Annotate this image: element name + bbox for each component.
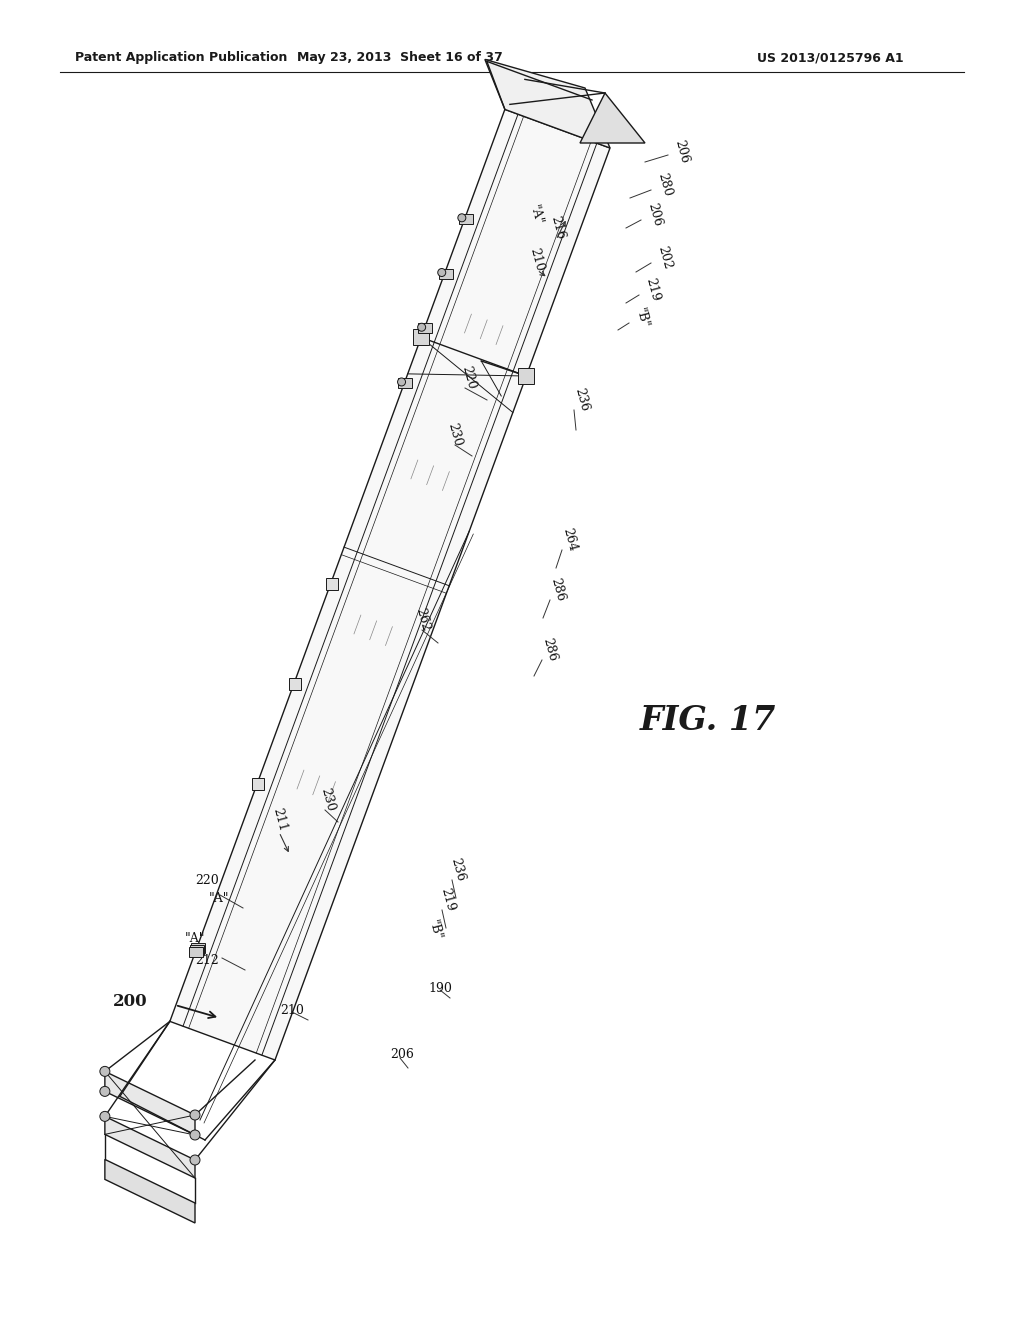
Text: 206: 206: [672, 139, 691, 165]
Bar: [518, 368, 535, 384]
Text: 262: 262: [413, 607, 432, 634]
Circle shape: [190, 1110, 200, 1119]
Bar: [190, 944, 205, 953]
Polygon shape: [485, 59, 610, 148]
Polygon shape: [104, 1072, 195, 1135]
Text: Patent Application Publication: Patent Application Publication: [75, 51, 288, 65]
Bar: [326, 578, 338, 590]
Text: 236: 236: [449, 857, 467, 883]
Circle shape: [458, 214, 466, 222]
Circle shape: [100, 1086, 110, 1097]
Circle shape: [437, 268, 445, 276]
Bar: [252, 779, 264, 791]
Text: 286: 286: [540, 636, 559, 663]
Text: 202: 202: [655, 244, 674, 271]
Circle shape: [418, 323, 426, 331]
Text: 220: 220: [459, 364, 478, 391]
Bar: [189, 946, 204, 957]
Polygon shape: [170, 110, 610, 1060]
Text: 236: 236: [572, 387, 591, 413]
Bar: [459, 214, 473, 224]
Text: US 2013/0125796 A1: US 2013/0125796 A1: [757, 51, 903, 65]
Bar: [398, 378, 413, 388]
Text: 206: 206: [390, 1048, 414, 1061]
Text: 219: 219: [643, 277, 662, 304]
Polygon shape: [104, 1117, 195, 1177]
Text: 264: 264: [560, 527, 579, 553]
Circle shape: [100, 1111, 110, 1122]
Text: 230: 230: [445, 422, 464, 449]
Text: "B": "B": [633, 306, 651, 330]
Text: 280: 280: [655, 172, 674, 198]
Text: 286: 286: [548, 577, 566, 603]
Text: FIG. 17: FIG. 17: [640, 704, 776, 737]
Bar: [419, 323, 432, 333]
Text: 211: 211: [270, 807, 289, 833]
Bar: [190, 945, 204, 956]
Text: "A": "A": [527, 203, 545, 227]
Circle shape: [190, 1155, 200, 1166]
Text: 220: 220: [195, 874, 219, 887]
Polygon shape: [580, 92, 645, 143]
Circle shape: [100, 1067, 110, 1076]
Text: 212: 212: [195, 953, 219, 966]
Text: 210: 210: [280, 1003, 304, 1016]
Text: 230: 230: [318, 787, 337, 813]
Text: 200: 200: [114, 994, 148, 1011]
Polygon shape: [104, 1159, 195, 1224]
Text: "B": "B": [426, 919, 444, 941]
Circle shape: [190, 1130, 200, 1140]
Bar: [438, 268, 453, 279]
Bar: [413, 330, 429, 346]
Circle shape: [397, 378, 406, 385]
Text: 219: 219: [438, 887, 457, 913]
Text: May 23, 2013  Sheet 16 of 37: May 23, 2013 Sheet 16 of 37: [297, 51, 503, 65]
Text: 190: 190: [428, 982, 452, 994]
Bar: [289, 678, 301, 690]
Text: "A": "A": [209, 891, 229, 904]
Text: 210: 210: [527, 247, 546, 273]
Text: 216: 216: [548, 215, 566, 242]
Text: "A": "A": [185, 932, 206, 945]
Text: 206: 206: [645, 202, 664, 228]
